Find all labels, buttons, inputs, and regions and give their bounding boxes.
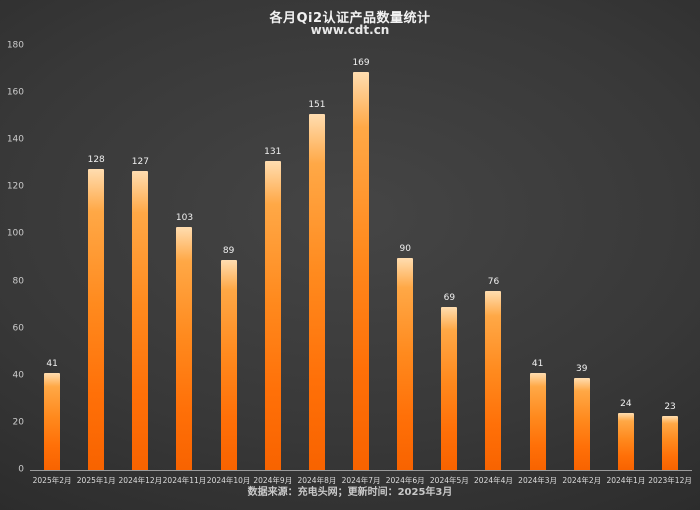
x-axis-label: 2024年3月 [518, 475, 558, 485]
bar-value-label: 41 [531, 359, 544, 370]
x-axis-label: 2024年12月 [118, 475, 163, 485]
x-axis-label: 2024年11月 [162, 475, 207, 485]
bar-value-label: 103 [175, 213, 194, 224]
bar[interactable] [132, 170, 149, 470]
bar[interactable] [485, 290, 502, 470]
x-axis-label: 2024年10月 [206, 475, 251, 485]
bar-value-label: 24 [620, 399, 632, 410]
x-axis-label: 2024年4月 [474, 475, 513, 485]
bar-column: 103 2024年11月 [162, 46, 207, 484]
bar[interactable] [441, 307, 458, 470]
bar-column: 23 2023年12月 [648, 46, 692, 483]
bar-column: 41 2024年3月 [516, 46, 560, 484]
bar-value-label: 76 [487, 276, 500, 287]
bar[interactable] [529, 373, 546, 470]
chart-title: 各月Qi2认证产品数量统计 [269, 11, 431, 26]
y-axis-tick-label: 160 [6, 87, 24, 98]
bar[interactable] [617, 413, 634, 470]
bar-column: 39 2024年2月 [560, 46, 604, 484]
bar-column: 127 2024年12月 [118, 46, 163, 483]
x-axis-label: 2024年6月 [385, 475, 425, 485]
bar-value-label: 131 [264, 147, 282, 158]
bar[interactable] [308, 114, 325, 470]
x-axis-label: 2024年1月 [606, 475, 646, 485]
bar-value-label: 69 [443, 293, 456, 304]
bar-column: 69 2024年5月 [427, 46, 471, 484]
y-axis-tick-label: 80 [12, 276, 24, 287]
source-note: 数据来源：充电头网；更新时间：2025年3月 [247, 487, 453, 498]
x-axis-label: 2024年7月 [341, 475, 381, 485]
x-axis-label: 2025年1月 [76, 475, 116, 485]
x-axis-label: 2024年2月 [562, 475, 602, 485]
bar-chart: 41 2025年2月 128 2025年1月 127 2024年12月 103 2024年11… [30, 46, 692, 484]
x-axis-label: 2024年5月 [429, 475, 469, 485]
bar-column: 76 2024年4月 [471, 46, 515, 483]
bar-value-label: 128 [87, 154, 105, 165]
plot-area: 41 2025年2月 128 2025年1月 127 2024年12月 103 2024年11… [30, 46, 692, 484]
y-axis-tick-label: 100 [6, 228, 24, 239]
bar-column: 41 2025年2月 [30, 46, 74, 484]
y-axis-tick-label: 20 [12, 417, 24, 428]
y-axis-tick-label: 40 [12, 370, 24, 381]
bar-value-label: 23 [664, 401, 676, 412]
bar[interactable] [353, 71, 370, 470]
bar-column: 24 2024年1月 [604, 46, 648, 484]
bar-value-label: 89 [222, 246, 235, 257]
bar[interactable] [573, 378, 590, 470]
x-axis-label: 2023年12月 [648, 475, 692, 485]
y-axis: 0 20 40 60 80 100 120 140 160 180 [0, 41, 26, 474]
y-axis-tick-label: 120 [6, 181, 24, 192]
y-axis-tick-label: 0 [18, 464, 24, 475]
bar-value-label: 169 [352, 57, 370, 68]
bar-value-label: 39 [576, 364, 588, 375]
bar[interactable] [264, 161, 281, 470]
bar-column: 89 2024年10月 [207, 46, 251, 484]
bar[interactable] [88, 168, 105, 470]
bar[interactable] [220, 260, 237, 470]
bar-value-label: 151 [308, 100, 326, 111]
bar-value-label: 90 [399, 244, 411, 254]
bar-value-label: 127 [131, 156, 149, 167]
x-axis-label: 2025年2月 [32, 475, 72, 485]
bar-column: 169 2024年7月 [339, 46, 383, 483]
bar-column: 151 2024年8月 [295, 46, 339, 484]
x-axis-label: 2024年9月 [253, 475, 293, 485]
y-axis-tick-label: 60 [12, 323, 24, 334]
bar[interactable] [397, 258, 414, 470]
chart-subtitle: www.cdt.cn [310, 23, 390, 37]
bar[interactable] [176, 227, 193, 470]
bar-column: 131 2024年9月 [251, 46, 295, 484]
x-axis-label: 2024年8月 [297, 475, 337, 485]
bar-column: 90 2024年6月 [383, 46, 427, 484]
y-axis-tick-label: 140 [6, 134, 24, 145]
bar-value-label: 41 [46, 359, 58, 370]
bar[interactable] [44, 373, 61, 470]
bar[interactable] [662, 415, 679, 470]
bar-column: 128 2025年1月 [74, 46, 118, 484]
y-axis-tick-label: 180 [6, 40, 24, 51]
